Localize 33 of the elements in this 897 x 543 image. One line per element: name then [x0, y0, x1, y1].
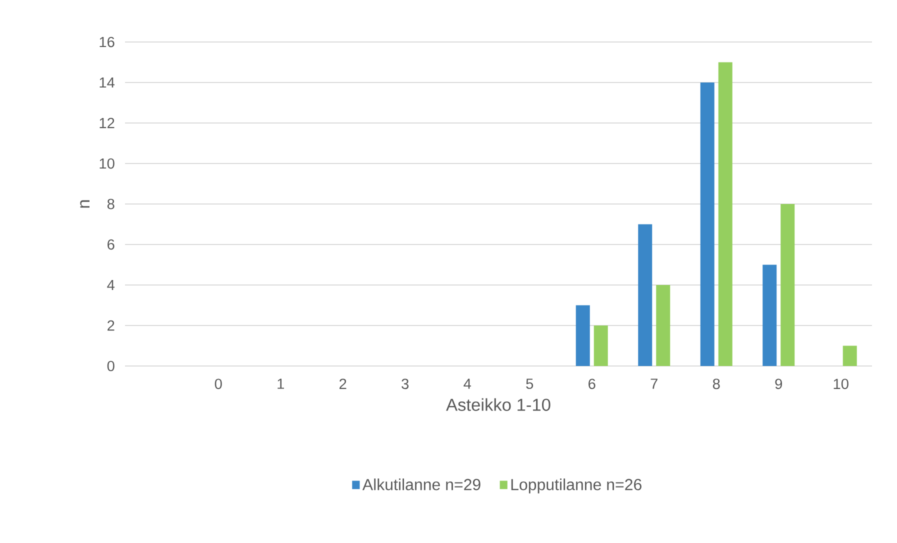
x-tick-label: 1 — [278, 378, 284, 389]
y-tick-label: 6 — [108, 239, 114, 250]
x-tick-label: 3 — [402, 378, 409, 390]
bar — [638, 224, 652, 366]
y-tick-label: 0 — [107, 360, 114, 372]
y-tick-label: 16 — [100, 36, 114, 48]
y-tick-label: 8 — [107, 198, 114, 210]
legend-label: Lopputilanne n=26 — [511, 478, 642, 494]
x-tick-label: 5 — [526, 378, 534, 389]
x-tick-label: 9 — [775, 378, 782, 390]
x-tick-label: 7 — [650, 378, 658, 389]
bar — [594, 325, 608, 366]
legend-label: Alkutilanne n=29 — [362, 478, 480, 490]
bar — [762, 264, 777, 366]
bar — [700, 82, 714, 366]
y-tick-label: 4 — [107, 280, 115, 290]
x-tick-label: 10 — [834, 378, 848, 390]
x-tick-label: 8 — [712, 378, 720, 390]
y-tick-label: 10 — [100, 158, 114, 169]
x-tick-label: 4 — [464, 378, 472, 389]
bar — [718, 62, 732, 366]
bar — [656, 284, 670, 366]
y-tick-label: 2 — [108, 320, 114, 331]
x-tick-label: 6 — [588, 378, 596, 390]
x-tick-label: 0 — [214, 378, 222, 390]
y-tick-label: 12 — [100, 118, 114, 128]
bar — [842, 346, 857, 366]
x-axis-title: Asteikko 1-10 — [446, 398, 550, 411]
x-tick-label: 2 — [340, 378, 346, 389]
y-axis-title: n — [80, 200, 90, 208]
bar — [576, 305, 590, 366]
bar — [780, 204, 795, 366]
y-tick-label: 14 — [100, 77, 115, 88]
